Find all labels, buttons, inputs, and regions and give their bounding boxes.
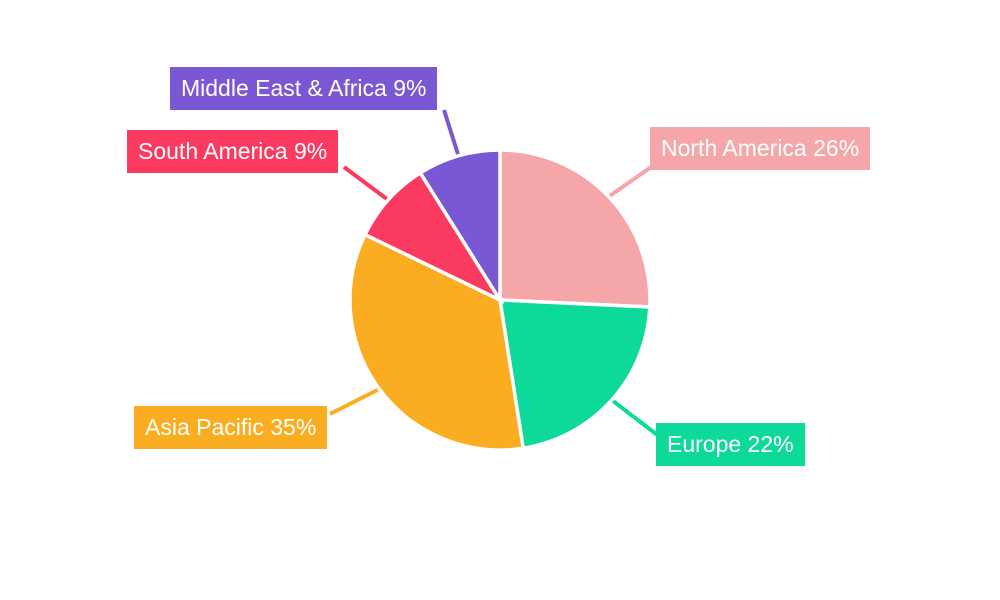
leader-line-asia-pacific <box>329 386 383 416</box>
leader-line-middle-east-africa <box>442 109 462 159</box>
label-europe: Europe 22% <box>656 423 805 466</box>
pie-slice-middle-east-africa[interactable] <box>417 148 502 307</box>
label-asia-pacific: Asia Pacific 35% <box>134 406 328 449</box>
leader-line-south-america <box>342 165 391 203</box>
leader-line-europe <box>608 397 662 439</box>
label-north-america: North America 26% <box>650 127 871 170</box>
pie-slice-asia-pacific[interactable] <box>348 232 526 452</box>
pie-slice-north-america[interactable] <box>498 148 652 309</box>
label-middle-east-africa: Middle East & Africa 9% <box>170 67 438 110</box>
leader-line-north-america <box>605 163 656 200</box>
label-south-america: South America 9% <box>127 130 339 173</box>
pie-slice-europe[interactable] <box>497 298 652 451</box>
